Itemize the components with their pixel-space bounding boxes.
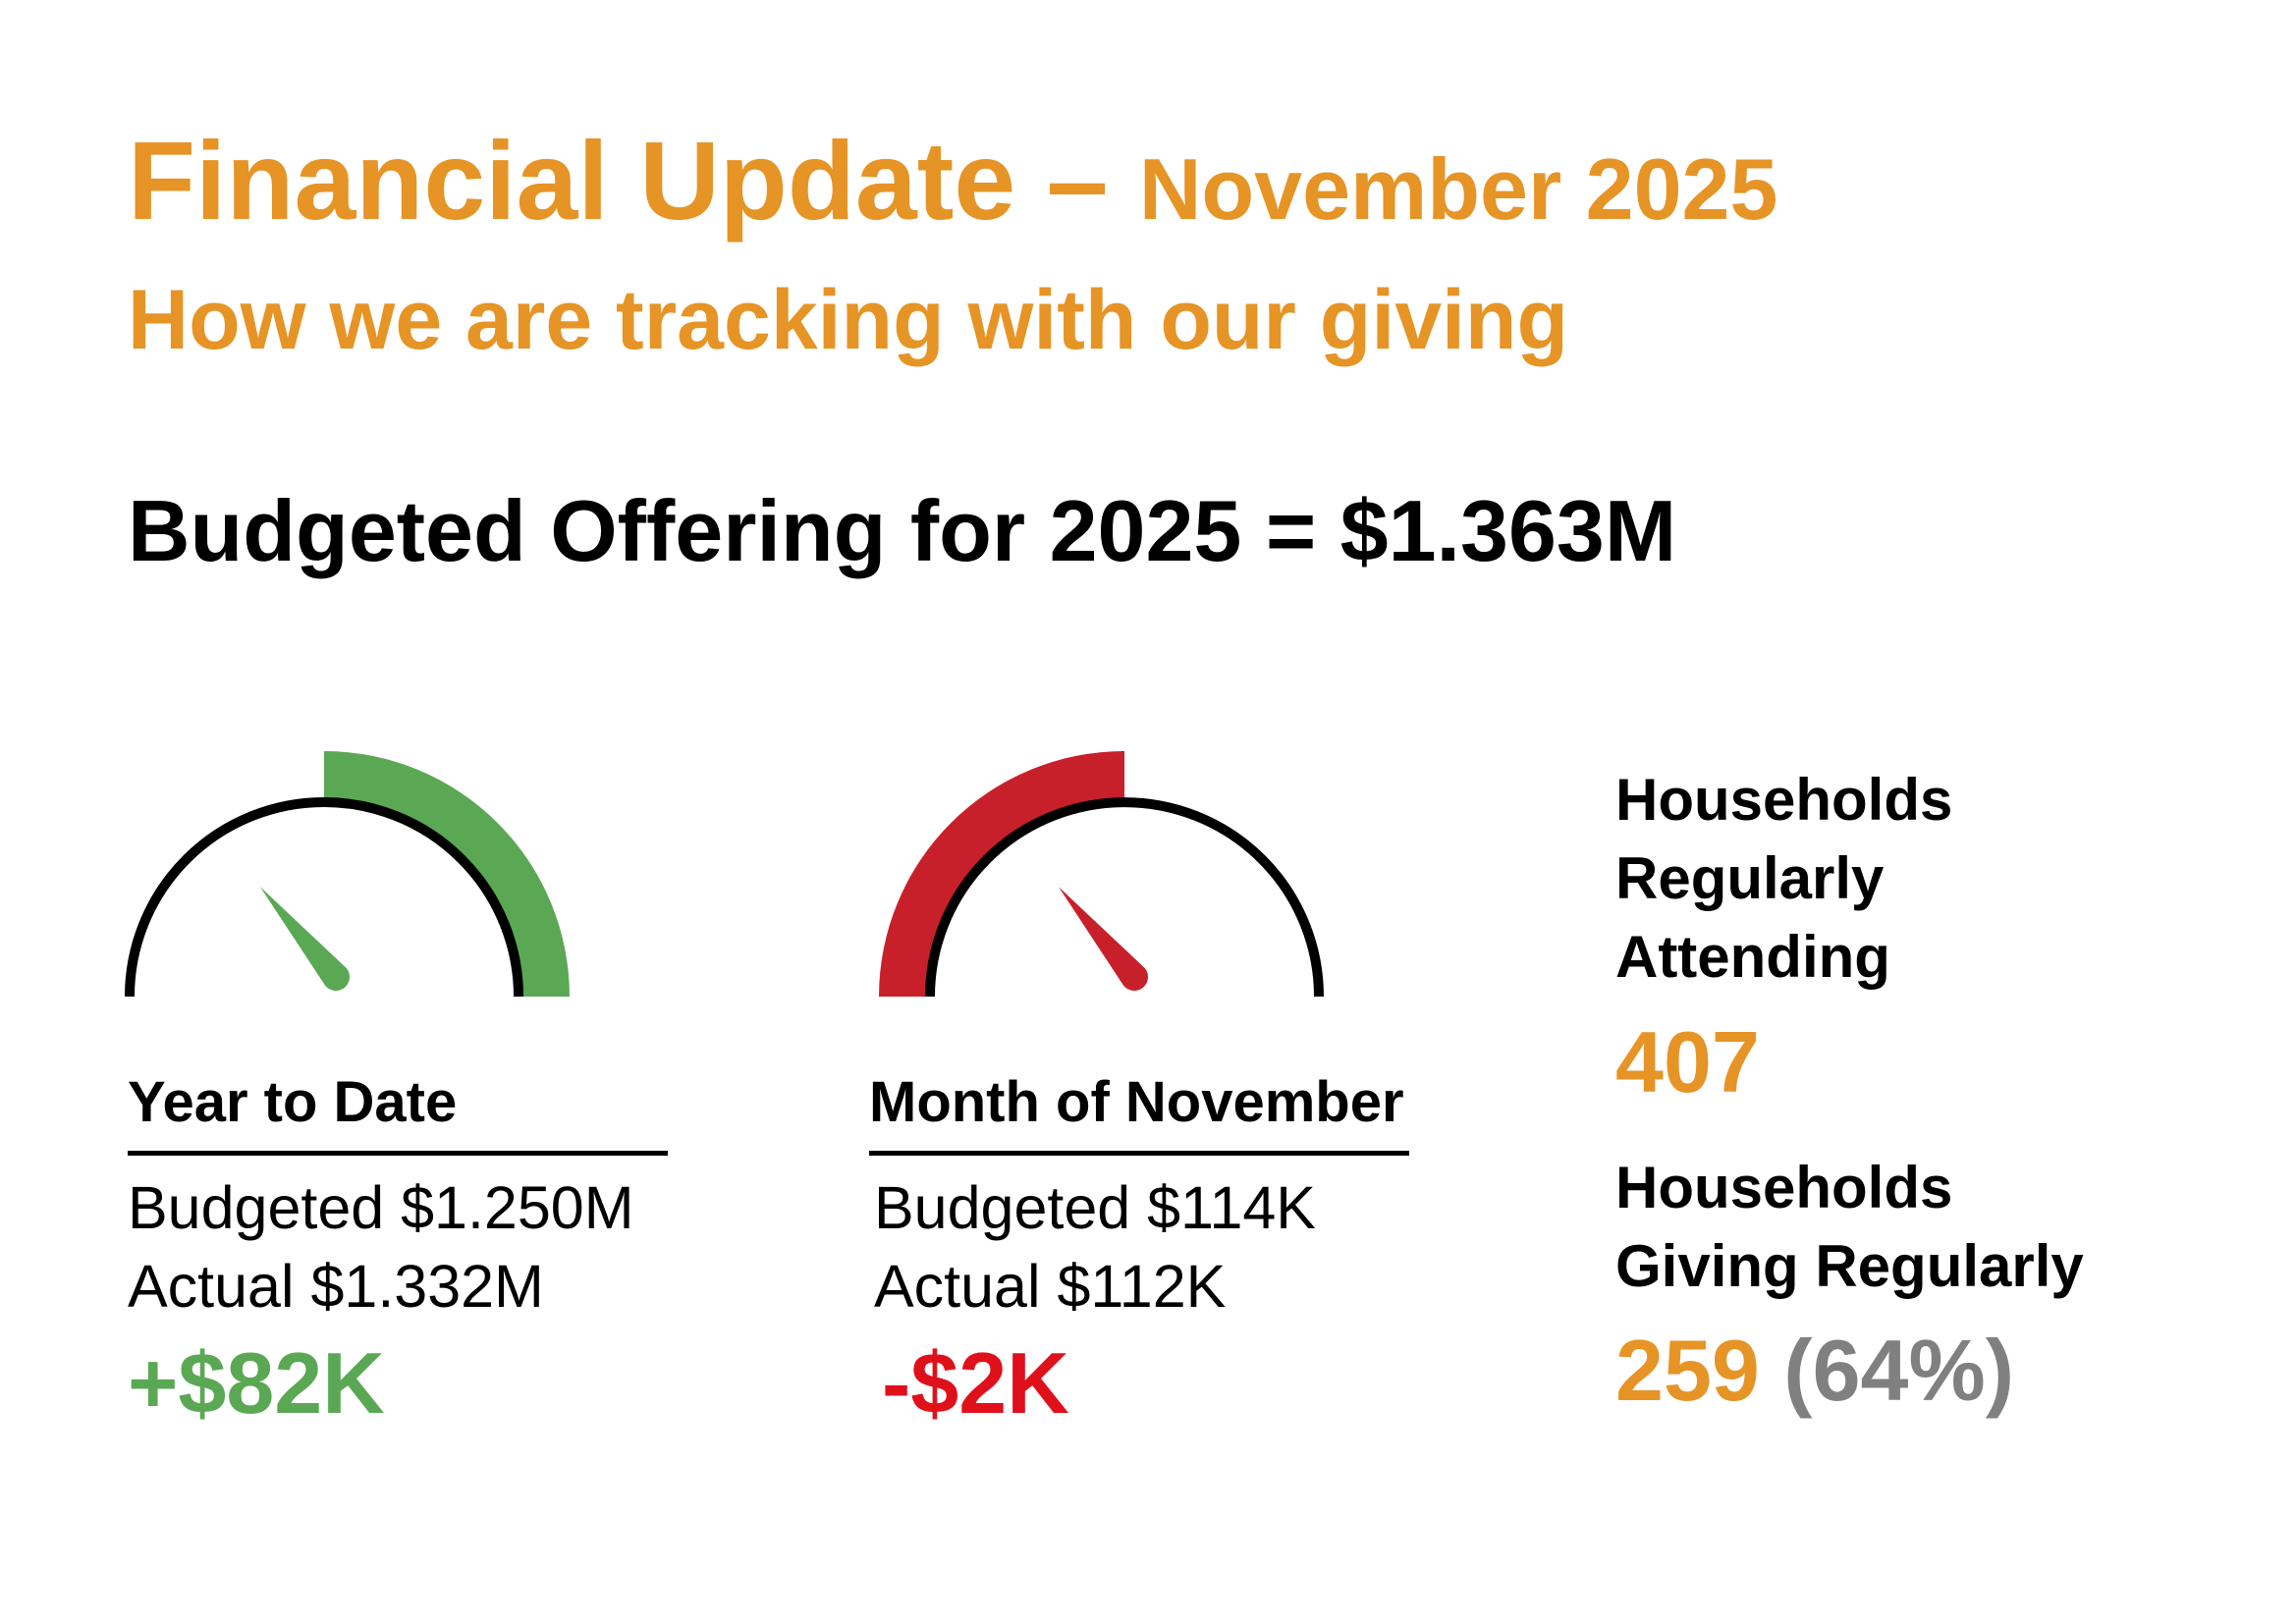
ytd-variance: +$82K <box>128 1334 385 1432</box>
title-month: November 2025 <box>1138 140 1778 238</box>
speedometer-red-icon <box>879 751 1324 998</box>
title-dash: – <box>1046 119 1109 243</box>
page-subtitle: How we are tracking with our giving <box>128 273 1568 367</box>
month-variance: -$2K <box>882 1334 1069 1432</box>
households-attending-label-line-1: Households <box>1615 767 1953 833</box>
month-budgeted: Budgeted $114K <box>874 1174 1316 1241</box>
households-attending-label-line-2: Regularly <box>1615 845 1885 911</box>
households-attending-label: Households Regularly Attending <box>1615 761 1952 997</box>
households-giving-value: 259 (64%) <box>1615 1327 2014 1414</box>
households-giving-count: 259 <box>1615 1322 1760 1419</box>
households-giving-label-line-1: Households <box>1615 1155 1953 1220</box>
ytd-heading: Year to Date <box>128 1070 458 1134</box>
speedometer-green-icon <box>125 751 570 998</box>
ytd-budgeted: Budgeted $1.250M <box>128 1174 634 1241</box>
month-heading: Month of November <box>869 1070 1404 1134</box>
households-giving-label: Households Giving Regularly <box>1615 1149 2084 1306</box>
ytd-actual: Actual $1.332M <box>128 1253 544 1320</box>
households-attending-label-line-3: Attending <box>1615 924 1890 990</box>
ytd-divider <box>128 1151 668 1156</box>
households-giving-percent: (64%) <box>1783 1322 2015 1419</box>
households-attending-value: 407 <box>1615 1013 1760 1110</box>
households-giving-label-line-2: Giving Regularly <box>1615 1233 2084 1299</box>
month-actual: Actual $112K <box>874 1253 1227 1320</box>
month-divider <box>869 1151 1409 1156</box>
title-text: Financial Update <box>128 119 1016 243</box>
page-title: Financial Update – November 2025 <box>128 126 1777 237</box>
budgeted-offering-line: Budgeted Offering for 2025 = $1.363M <box>128 482 1677 579</box>
